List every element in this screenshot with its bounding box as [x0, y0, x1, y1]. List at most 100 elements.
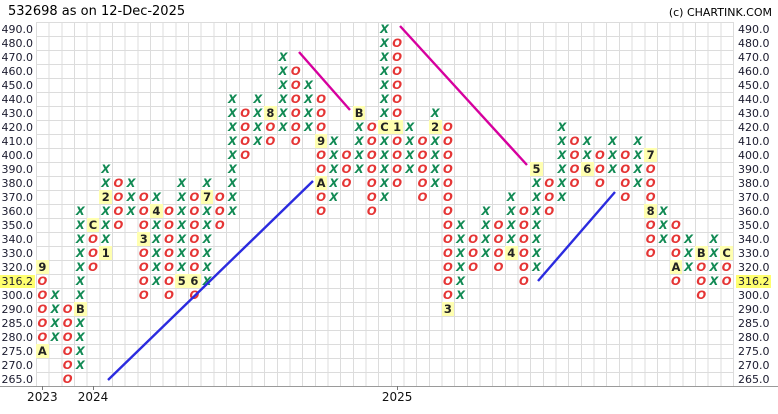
y-axis-label-left: 470.0: [1, 50, 34, 64]
pnf-month-marker: 5: [530, 162, 543, 176]
pnf-month-marker: 4: [150, 204, 163, 218]
pnf-box: X: [202, 246, 212, 260]
y-axis-label-right: 370.0: [738, 190, 770, 204]
pnf-box: O: [493, 232, 504, 246]
y-axis-label-right: 275.0: [738, 344, 770, 358]
pnf-box: X: [253, 120, 263, 134]
pnf-box: O: [493, 218, 504, 232]
y-axis-label-right: 280.0: [738, 330, 770, 344]
pnf-box: O: [366, 120, 377, 134]
pnf-box: X: [658, 232, 668, 246]
pnf-box: X: [557, 120, 567, 134]
pnf-box: X: [430, 134, 440, 148]
pnf-box: O: [164, 246, 174, 260]
x-axis-year-label: 2025: [381, 390, 413, 404]
pnf-box: O: [316, 204, 326, 218]
pnf-box: X: [532, 204, 541, 218]
pnf-box: X: [278, 50, 288, 64]
y-axis-label-right: 316.2: [736, 274, 771, 288]
pnf-box: X: [202, 232, 212, 246]
pnf-box: X: [151, 232, 161, 246]
pnf-box: X: [227, 120, 237, 134]
pnf-box: X: [684, 232, 694, 246]
pnf-box: X: [278, 92, 288, 106]
pnf-month-marker: 7: [200, 190, 214, 204]
pnf-box: X: [633, 162, 643, 176]
pnf-box: X: [633, 176, 643, 190]
pnf-box: X: [380, 50, 389, 64]
y-axis-label-right: 490.0: [738, 22, 770, 36]
pnf-box: X: [532, 190, 541, 204]
pnf-box: O: [290, 120, 301, 134]
pnf-box: O: [721, 260, 732, 274]
y-axis-label-left: 370.0: [1, 190, 34, 204]
y-axis-label-left: 270.0: [1, 358, 34, 372]
pnf-box: X: [329, 162, 339, 176]
pnf-box: X: [633, 134, 643, 148]
pnf-month-marker: 4: [504, 246, 518, 260]
pnf-box: X: [380, 22, 389, 36]
pnf-box: O: [316, 190, 326, 204]
pnf-month-marker: B: [74, 302, 87, 316]
pnf-box: X: [75, 246, 85, 260]
pnf-box: O: [620, 190, 631, 204]
pnf-box: O: [37, 288, 48, 302]
pnf-box: X: [506, 204, 516, 218]
pnf-box: O: [366, 190, 377, 204]
y-axis-label-left: 390.0: [1, 162, 34, 176]
pnf-box: O: [569, 162, 580, 176]
pnf-box: X: [380, 64, 389, 78]
pnf-box: O: [316, 92, 326, 106]
pnf-box: O: [316, 162, 326, 176]
pnf-box: X: [456, 232, 465, 246]
pnf-box: O: [138, 204, 149, 218]
pnf-box: O: [366, 148, 377, 162]
pnf-box: O: [595, 148, 605, 162]
pnf-box: O: [392, 162, 403, 176]
pnf-box: O: [290, 78, 301, 92]
pnf-month-marker: 9: [314, 134, 328, 148]
pnf-box: O: [518, 274, 529, 288]
pnf-box: O: [417, 176, 428, 190]
pnf-box: X: [684, 260, 694, 274]
pnf-box: O: [290, 64, 301, 78]
pnf-box: O: [442, 148, 453, 162]
pnf-box: O: [62, 330, 73, 344]
pnf-box: O: [37, 302, 48, 316]
pnf-box: O: [37, 274, 48, 288]
pnf-box: X: [557, 134, 567, 148]
y-axis-label-left: 360.0: [1, 204, 34, 218]
pnf-box: O: [442, 134, 453, 148]
pnf-box: O: [290, 92, 301, 106]
pnf-box: O: [442, 274, 453, 288]
pnf-box: O: [518, 260, 529, 274]
pnf-box: X: [101, 232, 111, 246]
pnf-box: X: [456, 218, 465, 232]
pnf-box: O: [645, 218, 656, 232]
y-axis-label-right: 340.0: [738, 232, 770, 246]
pnf-box: X: [380, 148, 389, 162]
pnf-box: X: [506, 218, 516, 232]
y-axis-label-left: 490.0: [1, 22, 34, 36]
pnf-box: X: [506, 232, 516, 246]
pnf-month-marker: 5: [175, 274, 189, 288]
pnf-box: X: [101, 176, 111, 190]
pnf-box: X: [354, 148, 364, 162]
pnf-box: O: [392, 92, 403, 106]
pnf-box: O: [671, 232, 681, 246]
pnf-box: O: [341, 176, 352, 190]
pnf-box: O: [88, 260, 98, 274]
pnf-box: O: [62, 358, 73, 372]
pnf-box: O: [468, 246, 479, 260]
pnf-box: X: [430, 162, 440, 176]
pnf-box: X: [75, 204, 85, 218]
chart-title: 532698 as on 12-Dec-2025: [8, 4, 186, 19]
pnf-box: X: [380, 92, 389, 106]
pnf-box: O: [62, 316, 73, 330]
pnf-box: O: [696, 274, 707, 288]
pnf-box: O: [595, 162, 605, 176]
pnf-box: O: [214, 190, 225, 204]
y-axis-label-right: 470.0: [738, 50, 770, 64]
pnf-box: X: [75, 344, 85, 358]
pnf-box: X: [227, 148, 237, 162]
